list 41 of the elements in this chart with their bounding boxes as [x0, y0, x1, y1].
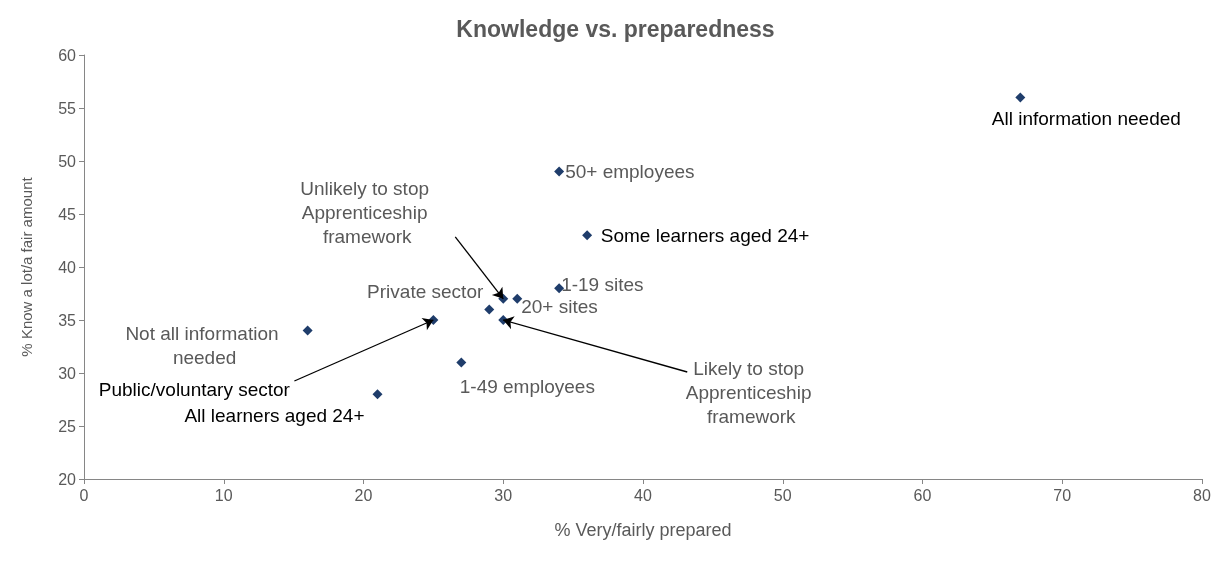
- annotation: Public/voluntary sector: [98, 378, 291, 400]
- x-tick-label: 60: [913, 486, 932, 504]
- point: [302, 325, 313, 336]
- point: [1015, 92, 1026, 103]
- x-tick-label: 10: [214, 486, 233, 504]
- annotation: 50+ employees: [565, 161, 695, 183]
- point: [554, 166, 565, 177]
- annotation: 1-49 employees: [459, 375, 595, 397]
- y-axis-title: % Know a lot/a fair amount: [18, 176, 35, 357]
- y-tick-label: 45: [58, 205, 77, 223]
- annotation: 1-19 sites: [561, 273, 644, 295]
- chart-title: Knowledge vs. preparedness: [456, 15, 775, 42]
- x-tick-label: 80: [1193, 486, 1211, 504]
- x-tick-label: 70: [1053, 486, 1072, 504]
- annotation: 20+ sites: [521, 296, 598, 318]
- y-tick-label: 25: [58, 417, 77, 435]
- x-tick-label: 40: [634, 486, 652, 504]
- y-tick-label: 40: [58, 258, 77, 276]
- y-tick-label: 35: [58, 311, 77, 329]
- point: [456, 357, 467, 368]
- y-tick-label: 20: [58, 470, 77, 488]
- annotation: Not all information needed: [125, 323, 284, 369]
- annotation: Likely to stop Apprenticeship framework: [685, 357, 817, 427]
- point: [372, 389, 383, 400]
- annotation: All information needed: [991, 107, 1181, 129]
- x-tick-label: 0: [79, 486, 89, 504]
- y-tick-label: 60: [58, 46, 77, 64]
- point: [512, 293, 523, 304]
- annotation: Some learners aged 24+: [600, 224, 810, 246]
- annotation: Private sector: [367, 280, 484, 302]
- point: [484, 304, 495, 315]
- annotation: All learners aged 24+: [184, 404, 365, 426]
- x-axis-title: % Very/fairly prepared: [554, 520, 732, 540]
- annotation: Unlikely to stop Apprenticeship framework: [300, 178, 435, 248]
- x-tick-label: 50: [773, 486, 792, 504]
- point: [582, 230, 593, 241]
- y-tick-label: 50: [58, 152, 77, 170]
- x-tick-label: 30: [494, 486, 513, 504]
- y-tick-label: 55: [58, 99, 77, 117]
- x-tick-label: 20: [354, 486, 373, 504]
- y-tick-label: 30: [58, 364, 77, 382]
